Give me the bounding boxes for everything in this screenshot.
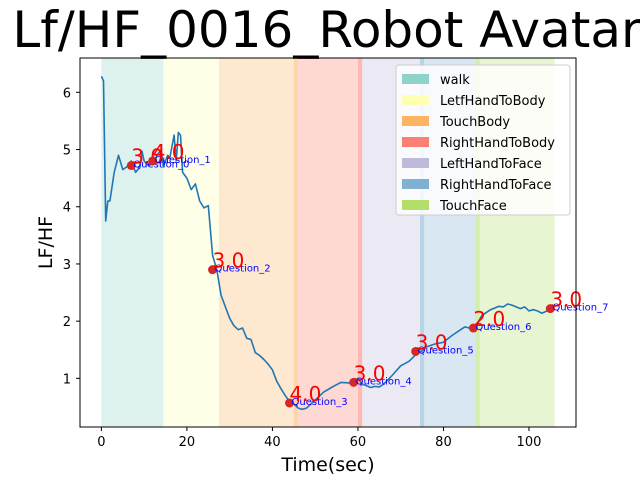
question-label: Question_0 bbox=[133, 160, 189, 171]
legend-box bbox=[395, 64, 571, 216]
legend-swatch bbox=[402, 74, 429, 84]
x-tick-label: 100 bbox=[517, 435, 542, 450]
question-score: 3.0 bbox=[550, 288, 582, 312]
question-label: Question_2 bbox=[215, 264, 271, 275]
y-tick-label: 4 bbox=[63, 201, 71, 216]
x-axis-label: Time(sec) bbox=[280, 454, 374, 476]
question-label: Question_1 bbox=[155, 155, 211, 166]
chart-title: Lf/HF_0016_Robot Avatar bbox=[12, 1, 640, 59]
question-markers: Question_03.0Question_14.0Question_23.0Q… bbox=[126, 140, 608, 408]
band-righthandtobody bbox=[298, 58, 358, 427]
question-marker bbox=[285, 398, 295, 408]
y-tick-label: 5 bbox=[63, 144, 71, 159]
x-tick-label: 0 bbox=[97, 435, 105, 450]
band-letfhandtobody bbox=[163, 58, 219, 427]
y-tick-label: 2 bbox=[63, 315, 71, 330]
legend-label: RightHandToFace bbox=[440, 178, 552, 193]
x-tick-label: 60 bbox=[350, 435, 367, 450]
question-marker bbox=[468, 323, 478, 333]
question-marker bbox=[208, 265, 218, 275]
legend-label: TouchBody bbox=[439, 115, 510, 130]
x-tick-label: 20 bbox=[179, 435, 196, 450]
legend-label: walk bbox=[440, 73, 470, 88]
question-score: 4.0 bbox=[290, 382, 322, 406]
question-marker bbox=[126, 161, 136, 171]
question-score: 3.0 bbox=[213, 249, 245, 273]
question-label: Question_3 bbox=[292, 397, 348, 408]
y-tick-label: 6 bbox=[63, 86, 71, 101]
question-score: 3.0 bbox=[354, 361, 386, 385]
band-edge bbox=[419, 58, 425, 427]
question-label: Question_4 bbox=[356, 376, 412, 387]
lf-hf-line bbox=[100, 75, 551, 411]
legend-label: TouchFace bbox=[439, 199, 507, 214]
question-score: 2.0 bbox=[473, 307, 505, 331]
question-score: 4.0 bbox=[153, 140, 185, 164]
activity-bands bbox=[101, 58, 555, 427]
question-marker bbox=[349, 377, 359, 387]
plot-frame bbox=[79, 57, 577, 428]
band-walk bbox=[101, 58, 164, 427]
question-label: Question_5 bbox=[418, 345, 474, 356]
question-label: Question_7 bbox=[552, 303, 608, 314]
band-edge bbox=[293, 58, 299, 427]
legend: walk LetfHandToBody TouchBody RightHandToBo… bbox=[395, 64, 571, 216]
question-score: 3.0 bbox=[131, 145, 163, 169]
legend-label: RightHandToBody bbox=[440, 136, 555, 151]
legend-swatch bbox=[402, 116, 429, 126]
x-tick-label: 80 bbox=[435, 435, 452, 450]
legend-label: LeftHandToFace bbox=[440, 157, 542, 172]
x-axis-ticks: 0 20 40 60 80 100 bbox=[97, 427, 541, 450]
y-tick-label: 1 bbox=[63, 372, 71, 387]
y-tick-label: 3 bbox=[63, 258, 71, 273]
y-axis-ticks: 1 2 3 4 5 6 bbox=[63, 86, 80, 387]
question-marker bbox=[148, 156, 158, 166]
question-marker bbox=[411, 346, 421, 356]
band-touchbody bbox=[218, 58, 294, 427]
question-marker bbox=[545, 304, 555, 314]
question-label: Question_6 bbox=[475, 322, 531, 333]
legend-swatch bbox=[402, 200, 429, 210]
legend-label: LetfHandToBody bbox=[440, 94, 546, 109]
question-score: 3.0 bbox=[416, 330, 448, 354]
legend-swatch bbox=[402, 158, 429, 168]
x-tick-label: 40 bbox=[264, 435, 281, 450]
legend-swatch bbox=[402, 95, 429, 105]
band-edge bbox=[475, 58, 480, 427]
legend-swatch bbox=[402, 137, 429, 147]
legend-swatch bbox=[402, 179, 429, 189]
y-axis-label: LF/HF bbox=[35, 216, 57, 269]
band-edge bbox=[357, 58, 363, 427]
data-line bbox=[100, 75, 551, 411]
